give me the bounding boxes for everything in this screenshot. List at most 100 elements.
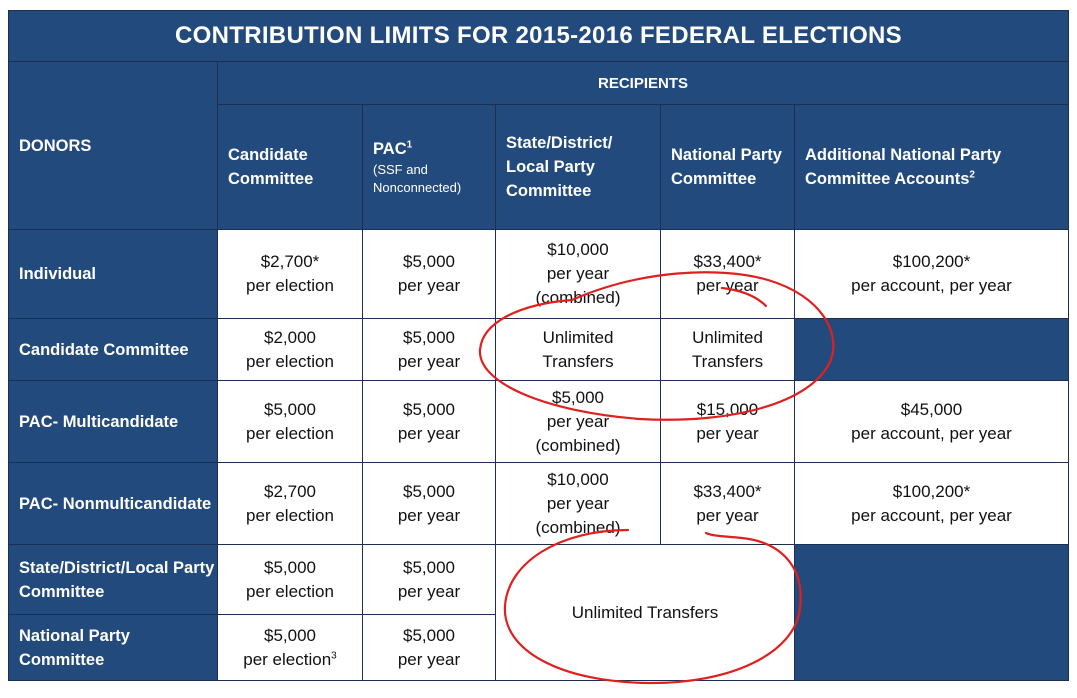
not-applicable-cell xyxy=(794,544,1069,681)
limit-period: per year xyxy=(546,493,610,513)
footnote-marker: 2 xyxy=(969,169,975,181)
limit-period: per year xyxy=(696,505,759,525)
col-label: State/District/ Local Party Committee xyxy=(506,134,613,200)
limit-period: Transfers xyxy=(691,351,764,371)
limit-amount: $5,000 xyxy=(403,625,455,645)
limit-amount: $100,200* xyxy=(892,252,971,271)
limit-cell: $5,000 per year xyxy=(362,380,496,463)
table-row: PAC- Multicandidate $5,000 per election $… xyxy=(8,380,1069,463)
limit-amount: $10,000 xyxy=(547,240,609,259)
limit-period: per election xyxy=(246,351,334,371)
table-row: Candidate Committee $2,000 per election $… xyxy=(8,318,1069,381)
limit-period: per year xyxy=(546,264,610,283)
limit-amount: $5,000 xyxy=(403,327,455,347)
donor-national-party: National Party Committee xyxy=(8,614,218,681)
limit-period: per account, per year xyxy=(851,505,1012,525)
limit-period: per account, per year xyxy=(851,276,1012,295)
limit-period: per election3 xyxy=(218,648,362,672)
donor-candidate-committee: Candidate Committee xyxy=(8,318,218,381)
limit-cell: $5,000 per election3 xyxy=(217,614,363,681)
limit-period: per election xyxy=(246,276,334,295)
limit-cell: $5,000 per election xyxy=(217,544,363,615)
limit-cell: Unlimited Transfers xyxy=(660,318,795,381)
limit-cell: $5,000 per year xyxy=(362,229,496,319)
limit-amount: $5,000 xyxy=(264,399,316,419)
col-label: Candidate Committee xyxy=(228,146,314,188)
limit-cell: $5,000 per year xyxy=(362,544,496,615)
limit-period: per year xyxy=(397,276,461,295)
table-title: CONTRIBUTION LIMITS FOR 2015-2016 FEDERA… xyxy=(8,10,1069,62)
col-national-party: National Party Committee xyxy=(660,104,795,230)
limit-cell: $33,400* per year xyxy=(660,229,795,319)
limit-cell: $100,200* per account, per year xyxy=(794,229,1069,319)
table-row: PAC- Nonmulticandidate $2,700 per electio… xyxy=(8,462,1069,545)
footnote-marker: 3 xyxy=(331,649,337,661)
limit-cell: $100,200* per account, per year xyxy=(794,462,1069,545)
col-label: National Party Committee xyxy=(671,146,782,188)
limit-amount: $100,200* xyxy=(892,481,971,501)
limit-amount: $5,000 xyxy=(403,557,455,577)
limit-cell: $5,000 per year xyxy=(362,614,496,681)
limit-amount: Unlimited xyxy=(542,327,614,347)
limit-amount: $5,000 xyxy=(264,557,316,577)
contribution-limits-table: CONTRIBUTION LIMITS FOR 2015-2016 FEDERA… xyxy=(8,10,1069,681)
limit-cell: $10,000 per year (combined) xyxy=(495,229,661,319)
limit-cell: $5,000 per year xyxy=(362,318,496,381)
limit-period: per year xyxy=(696,423,759,443)
col-sublabel: (SSF and Nonconnected) xyxy=(373,162,462,195)
limit-cell: $33,400* per year xyxy=(660,462,795,545)
limit-cell: $10,000 per year (combined) xyxy=(495,462,661,545)
limit-amount: $2,700 xyxy=(264,481,316,501)
limit-cell: $5,000 per year (combined) xyxy=(495,380,661,463)
limit-cell: $15,000 per year xyxy=(660,380,795,463)
limit-period: per year xyxy=(397,649,461,669)
limit-amount: $5,000 xyxy=(264,625,316,645)
footnote-marker: 1 xyxy=(406,139,413,151)
limit-amount: $5,000 xyxy=(403,481,455,501)
limit-period: per election xyxy=(246,505,334,525)
limit-cell: $5,000 per election xyxy=(217,380,363,463)
col-label: Additional National Party Committee Acco… xyxy=(805,146,1002,188)
limit-amount: $5,000 xyxy=(403,399,455,419)
limit-cell: $5,000 per year xyxy=(362,462,496,545)
limit-note: (combined) xyxy=(535,288,621,307)
limit-note: (combined) xyxy=(535,435,621,455)
limit-period: per election xyxy=(246,581,334,601)
limit-cell: $2,000 per election xyxy=(217,318,363,381)
limit-amount: $2,000 xyxy=(264,327,316,347)
col-state-district-local-party: State/District/ Local Party Committee xyxy=(495,104,661,230)
limit-cell: $2,700* per election xyxy=(217,229,363,319)
not-applicable-cell xyxy=(794,318,1069,381)
donor-pac-nonmulticandidate: PAC- Nonmulticandidate xyxy=(8,462,218,545)
contribution-limits-document: CONTRIBUTION LIMITS FOR 2015-2016 FEDERA… xyxy=(8,10,1069,681)
limit-period: per election xyxy=(246,423,334,443)
limit-period: Transfers xyxy=(542,351,614,371)
donor-individual: Individual xyxy=(8,229,218,319)
limit-period: per year xyxy=(397,505,461,525)
limit-period: per account, per year xyxy=(851,423,1012,443)
limit-amount: $45,000 xyxy=(900,399,963,419)
col-additional-national-party-accounts: Additional National Party Committee Acco… xyxy=(794,104,1069,230)
donors-header: DONORS xyxy=(8,61,218,230)
col-label: PAC xyxy=(373,140,407,158)
limit-cell: $45,000 per account, per year xyxy=(794,380,1069,463)
limit-amount: $33,400* xyxy=(693,481,762,501)
table-row: State/District/Local Party Committee $5,… xyxy=(8,544,1069,681)
limit-amount: $5,000 xyxy=(403,252,455,271)
donor-state-district-local-party: State/District/Local Party Committee xyxy=(8,544,218,615)
col-pac: PAC1 (SSF and Nonconnected) xyxy=(362,104,496,230)
limit-cell: Unlimited Transfers xyxy=(495,318,661,381)
donor-pac-multicandidate: PAC- Multicandidate xyxy=(8,380,218,463)
limit-amount: $5,000 xyxy=(552,387,604,407)
limit-amount: Unlimited xyxy=(692,327,763,347)
limit-period: per year xyxy=(397,423,461,443)
limit-period: per year xyxy=(546,411,610,431)
limit-period: per year xyxy=(397,351,461,371)
limit-period: per year xyxy=(696,276,759,295)
recipients-header: RECIPIENTS xyxy=(217,61,1069,105)
limit-period: per year xyxy=(397,581,461,601)
limit-amount: $15,000 xyxy=(696,399,759,419)
limit-period-text: per election xyxy=(243,649,332,669)
limit-cell: $2,700 per election xyxy=(217,462,363,545)
party-transfers-cell: Unlimited Transfers xyxy=(495,544,795,681)
